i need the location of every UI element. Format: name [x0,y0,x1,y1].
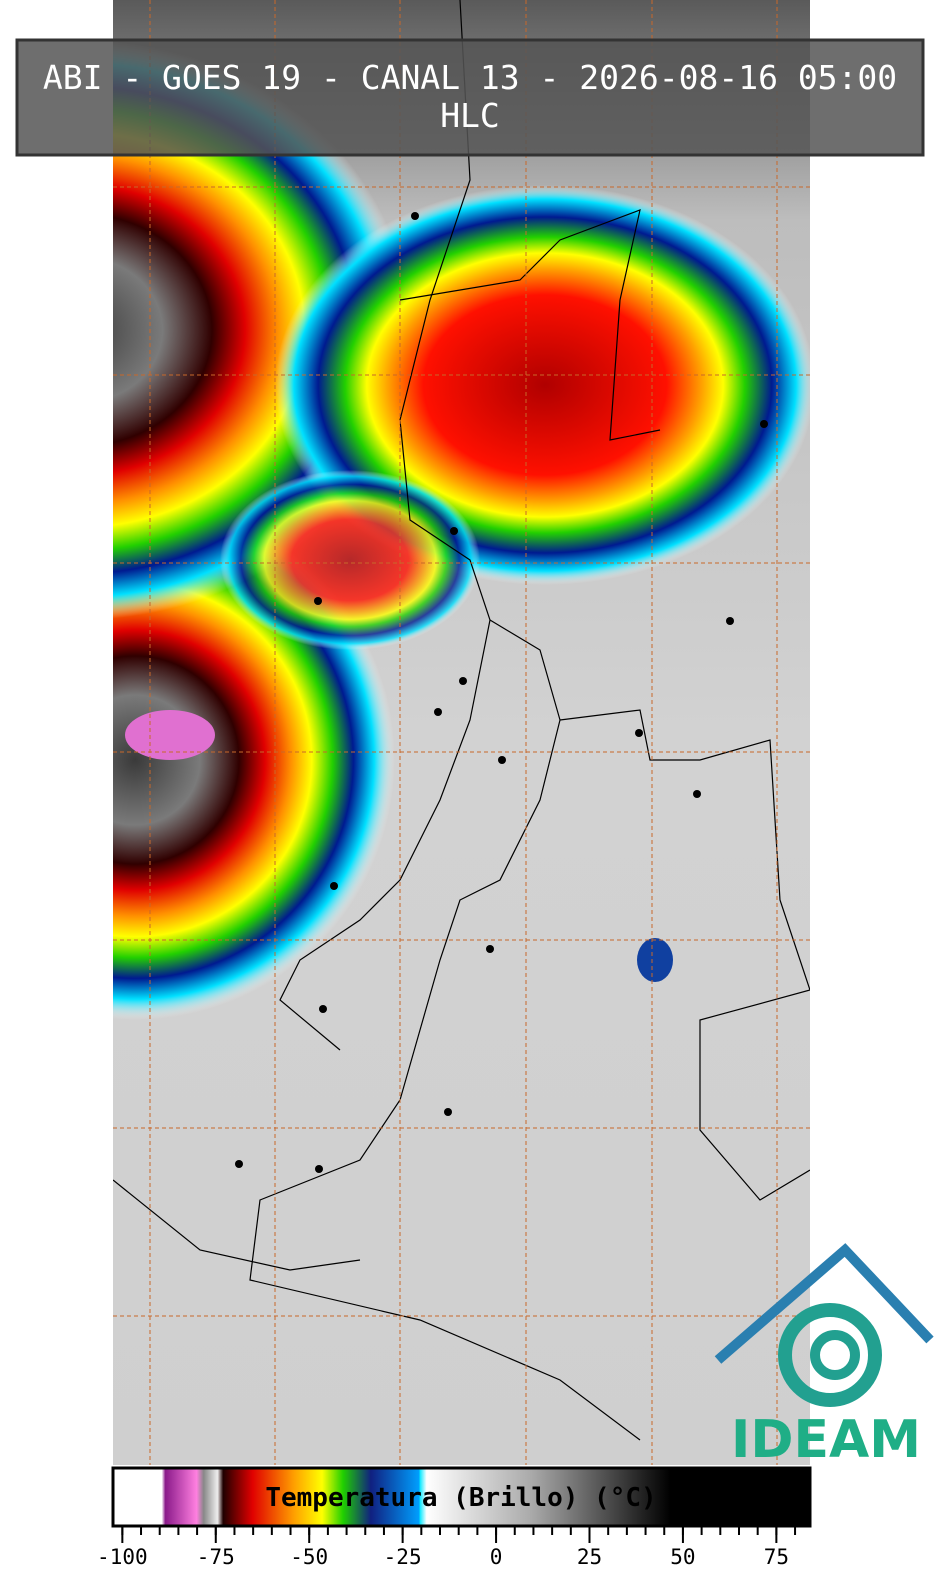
tick-label: 25 [577,1545,602,1569]
tick-label: -100 [97,1545,148,1569]
tick-label: 50 [670,1545,695,1569]
satellite-image [113,0,810,1465]
colorbar-label: Temperatura (Brillo) (°C) [265,1483,656,1513]
logo-text: IDEAM [731,1410,921,1470]
tick-label: 75 [764,1545,789,1569]
tick-label: 0 [490,1545,503,1569]
title: ABI - GOES 19 - CANAL 13 - 2026-08-16 05… [43,58,897,97]
tick-label: -75 [197,1545,235,1569]
tick-label: -25 [384,1545,422,1569]
subtitle: HLC [440,96,500,135]
logo: IDEAM [714,1243,934,1470]
tick-label: -50 [290,1545,328,1569]
title-box [15,38,925,157]
colorbar: Temperatura (Brillo) (°C) [111,1466,812,1528]
